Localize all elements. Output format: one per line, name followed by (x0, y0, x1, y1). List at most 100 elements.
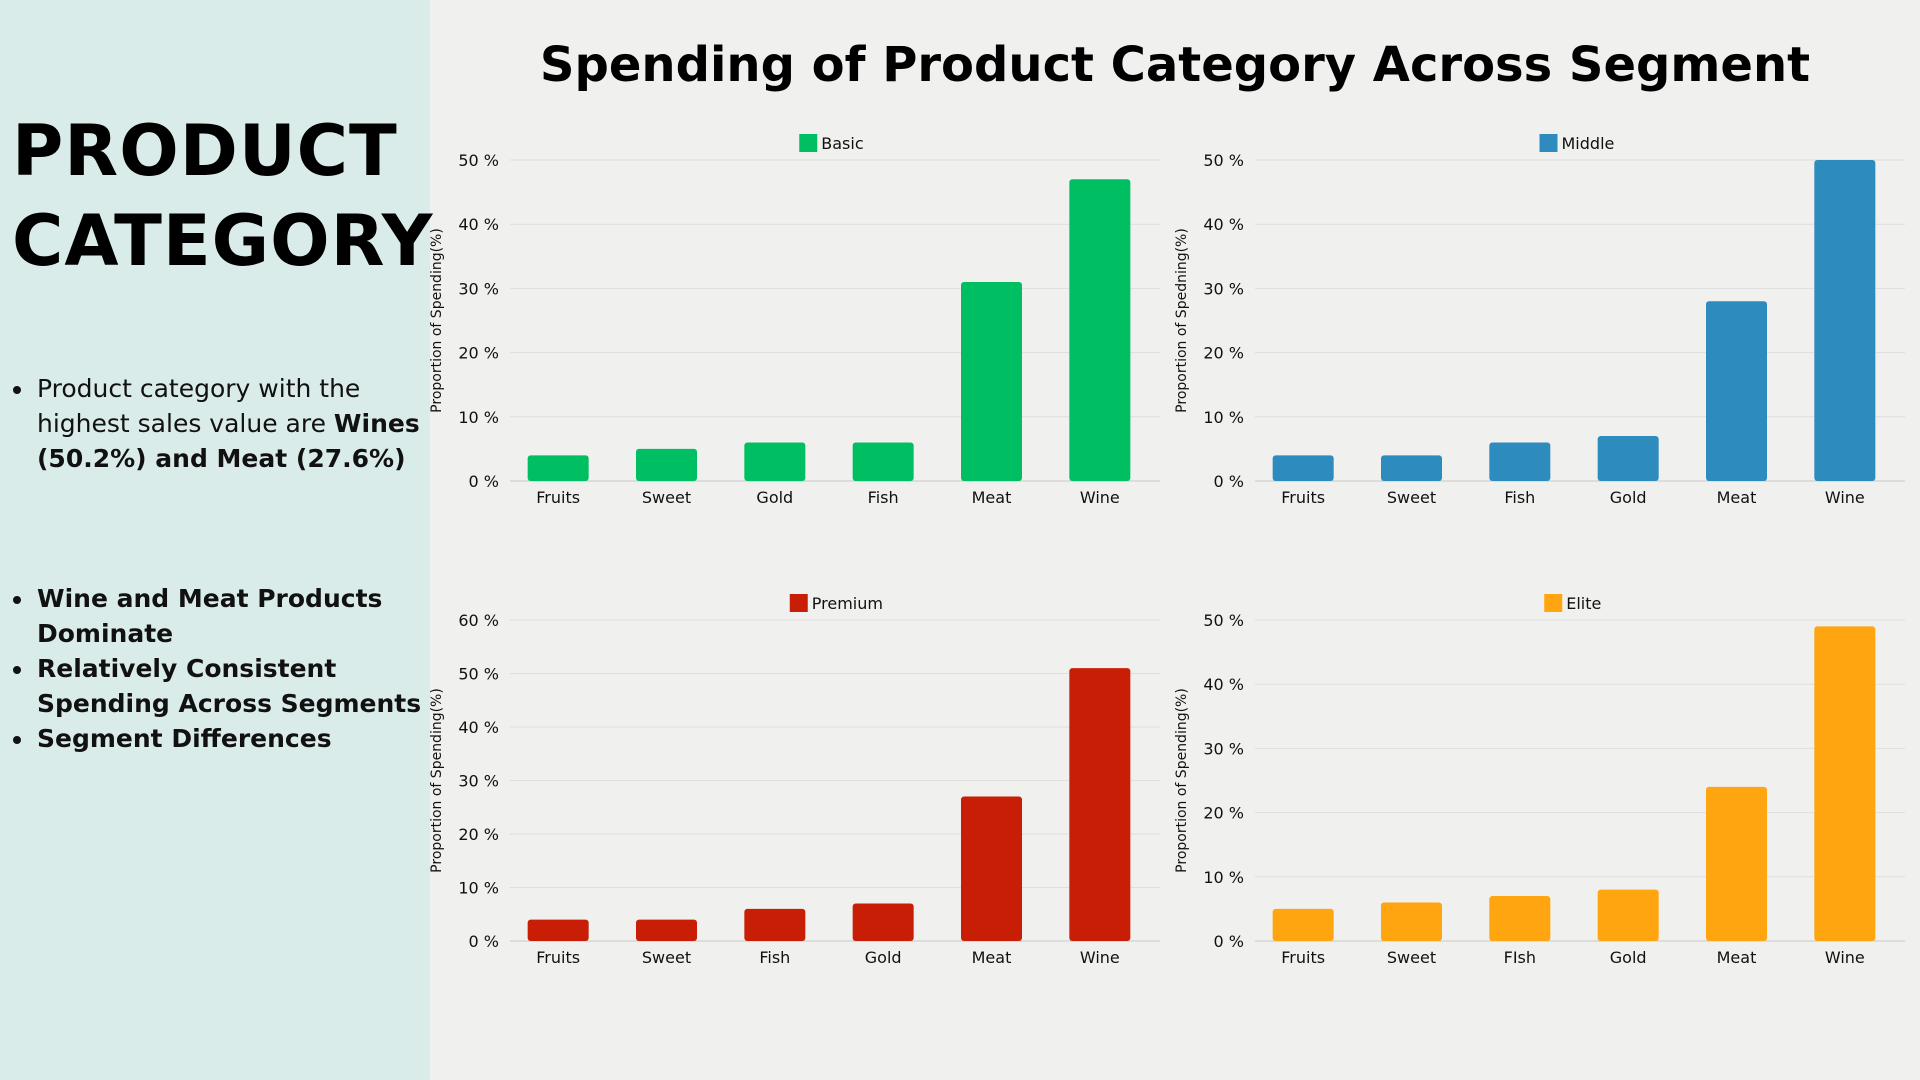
x-category-label: Meat (972, 488, 1012, 507)
bar-fish (744, 908, 806, 941)
bar-sweet (1381, 455, 1442, 481)
y-tick-label: 10 % (1203, 868, 1244, 887)
bar-gold (1597, 436, 1659, 481)
x-category-label: Meat (1717, 948, 1757, 967)
legend-label: Elite (1566, 594, 1601, 613)
x-category-label: Fish (1504, 488, 1535, 507)
y-tick-label: 30 % (458, 279, 499, 298)
y-tick-label: 40 % (1203, 675, 1244, 694)
legend-label: Premium (812, 594, 883, 613)
legend-label: Basic (821, 134, 863, 153)
y-tick-label: 40 % (458, 718, 499, 737)
legend-swatch (799, 134, 818, 152)
x-category-label: Fish (868, 488, 899, 507)
x-category-label: FIsh (1504, 948, 1536, 967)
key-point: Relatively Consistent Spending Across Se… (35, 651, 435, 721)
x-category-label: Sweet (1387, 948, 1436, 967)
section-title: PRODUCT CATEGORY (12, 106, 434, 286)
intro-bullet: Product category with the highest sales … (35, 371, 435, 476)
x-category-label: Fruits (536, 948, 580, 967)
y-tick-label: 40 % (458, 215, 499, 234)
y-tick-label: 60 % (458, 611, 499, 630)
y-tick-label: 20 % (458, 825, 499, 844)
y-tick-label: 50 % (1203, 151, 1244, 170)
intro-bullet-text: Product category with the highest sales … (37, 374, 361, 438)
bar-meat (961, 281, 1022, 481)
x-category-label: Gold (865, 948, 902, 967)
bar-fish (1489, 896, 1551, 941)
x-category-label: Meat (1717, 488, 1757, 507)
premium-segment-chart: 0 % 10 % 20 % 30 % 40 % 50 % 60 % Proportion of… (429, 594, 1160, 967)
section-title-line-1: PRODUCT (12, 110, 398, 192)
x-category-label: Gold (1610, 488, 1647, 507)
main-title: Spending of Product Category Across Segm… (539, 37, 1811, 93)
y-tick-label: 0 % (469, 472, 499, 491)
x-category-label: Wine (1080, 488, 1120, 507)
bar-wine (1814, 160, 1876, 481)
bar-sweet (636, 919, 697, 941)
x-category-label: Fruits (1281, 488, 1325, 507)
x-category-label: Wine (1825, 488, 1865, 507)
bar-gold (852, 903, 914, 941)
middle-segment-chart: 0 % 10 % 20 % 30 % 40 % 50 % Proportion of Spe… (1174, 134, 1905, 507)
bar-wine (1069, 668, 1131, 941)
y-tick-label: 30 % (1203, 279, 1244, 298)
y-tick-label: 50 % (458, 151, 499, 170)
legend-swatch (789, 594, 808, 612)
y-axis-title: Proportion of Spending(%) (429, 228, 445, 413)
bar-fruits (527, 919, 589, 941)
bar-fruits (1272, 455, 1334, 481)
intro-bullet-highlight: Wines (50.2%) and Meat (27.6%) (37, 409, 420, 473)
key-point: Wine and Meat Products Dominate (35, 581, 435, 651)
x-category-label: Gold (1610, 948, 1647, 967)
x-category-label: Sweet (642, 488, 691, 507)
bar-gold (744, 442, 806, 481)
y-tick-label: 50 % (458, 665, 499, 684)
x-category-label: Sweet (642, 948, 691, 967)
y-tick-label: 20 % (458, 344, 499, 363)
y-tick-label: 50 % (1203, 611, 1244, 630)
bar-sweet (636, 448, 697, 481)
y-axis-title: Proportion of Spending(%) (1174, 688, 1190, 873)
y-tick-label: 20 % (1203, 344, 1244, 363)
y-tick-label: 10 % (458, 879, 499, 898)
intro-bullet-list: Product category with the highest sales … (12, 371, 435, 476)
y-tick-label: 0 % (1214, 932, 1244, 951)
legend-swatch (1544, 594, 1563, 612)
left-panel: PRODUCT CATEGORY Product category with t… (0, 0, 434, 1080)
x-category-label: Wine (1080, 948, 1120, 967)
y-tick-label: 20 % (1203, 804, 1244, 823)
y-axis-title: Proportion of Spending(%) (429, 688, 445, 873)
bar-gold (1597, 889, 1659, 941)
bar-fruits (527, 455, 589, 481)
x-category-label: Meat (972, 948, 1012, 967)
y-tick-label: 0 % (469, 932, 499, 951)
x-category-label: Gold (756, 488, 793, 507)
bar-sweet (1381, 902, 1442, 941)
bar-fish (1489, 442, 1551, 481)
section-title-line-2: CATEGORY (12, 200, 434, 282)
basic-segment-chart: 0 % 10 % 20 % 30 % 40 % 50 % Proportion of Spe… (429, 134, 1160, 507)
bar-wine (1814, 626, 1876, 941)
key-point: Segment Differences (35, 721, 435, 756)
x-category-label: Sweet (1387, 488, 1436, 507)
y-tick-label: 10 % (1203, 408, 1244, 427)
bar-fish (852, 442, 914, 481)
y-tick-label: 40 % (1203, 215, 1244, 234)
bar-meat (961, 796, 1022, 941)
y-axis-title: Proportion of Spedning(%) (1174, 228, 1190, 413)
key-points-list: Wine and Meat Products Dominate Relative… (12, 581, 435, 756)
elite-segment-chart: 0 % 10 % 20 % 30 % 40 % 50 % Proportion of Spe… (1174, 594, 1905, 967)
bar-fruits (1272, 908, 1334, 941)
x-category-label: Fish (759, 948, 790, 967)
x-category-label: Fruits (1281, 948, 1325, 967)
y-tick-label: 0 % (1214, 472, 1244, 491)
legend-label: Middle (1562, 134, 1615, 153)
bar-meat (1706, 301, 1767, 481)
legend-swatch (1539, 134, 1558, 152)
x-category-label: Wine (1825, 948, 1865, 967)
y-tick-label: 10 % (458, 408, 499, 427)
x-category-label: Fruits (536, 488, 580, 507)
bar-meat (1706, 786, 1767, 941)
bar-wine (1069, 179, 1131, 481)
